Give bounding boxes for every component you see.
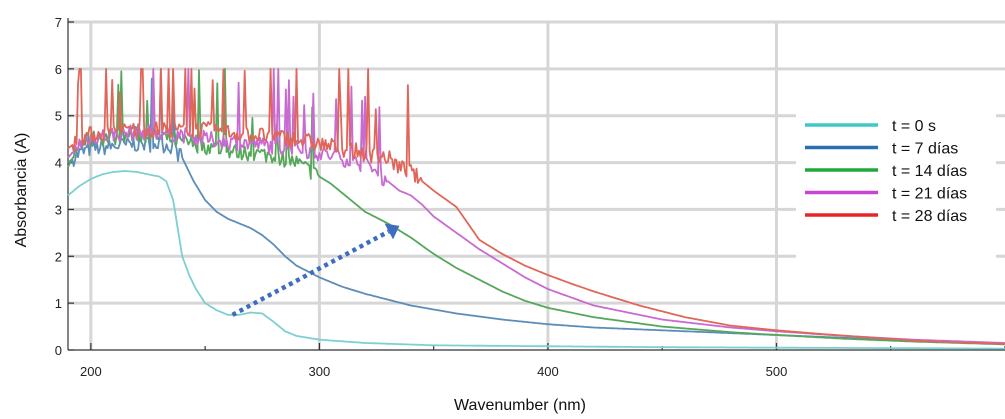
y-tick-label: 5 <box>55 109 62 124</box>
series-line <box>67 68 1005 346</box>
x-tick-label: 200 <box>80 364 102 379</box>
trend-arrow-shaft <box>231 229 390 317</box>
legend-label: t = 14 días <box>892 163 967 180</box>
series-line <box>67 68 1005 345</box>
y-axis-title: Absorbancia (A) <box>13 133 30 248</box>
legend-label: t = 28 días <box>892 208 967 225</box>
legend-background <box>796 112 996 262</box>
y-tick-label: 3 <box>55 202 62 217</box>
legend-label: t = 7 días <box>892 141 958 158</box>
x-tick-label: 400 <box>537 364 559 379</box>
series-line <box>67 68 1005 345</box>
trend-arrow-head <box>384 223 400 240</box>
axes: 0 1 2 3 4 5 6 7 200 300 400 500 <box>55 15 1005 379</box>
y-tick-label: 2 <box>55 249 62 264</box>
series-line <box>67 170 1005 350</box>
legend-label: t = 21 días <box>892 186 967 203</box>
y-tick-label: 0 <box>55 343 62 358</box>
series-layer <box>67 68 1005 350</box>
legend-label: t = 0 s <box>892 118 936 135</box>
x-axis-title: Wavenumber (nm) <box>454 397 586 414</box>
x-tick-label: 300 <box>309 364 331 379</box>
annotation-layer <box>231 223 400 317</box>
y-tick-label: 6 <box>55 62 62 77</box>
legend: t = 0 s t = 7 días t = 14 días t = 21 días t… <box>796 112 996 262</box>
y-tick-label: 7 <box>55 15 62 30</box>
y-tick-label: 1 <box>55 296 62 311</box>
x-tick-label: 500 <box>766 364 788 379</box>
y-tick-label: 4 <box>55 156 62 171</box>
